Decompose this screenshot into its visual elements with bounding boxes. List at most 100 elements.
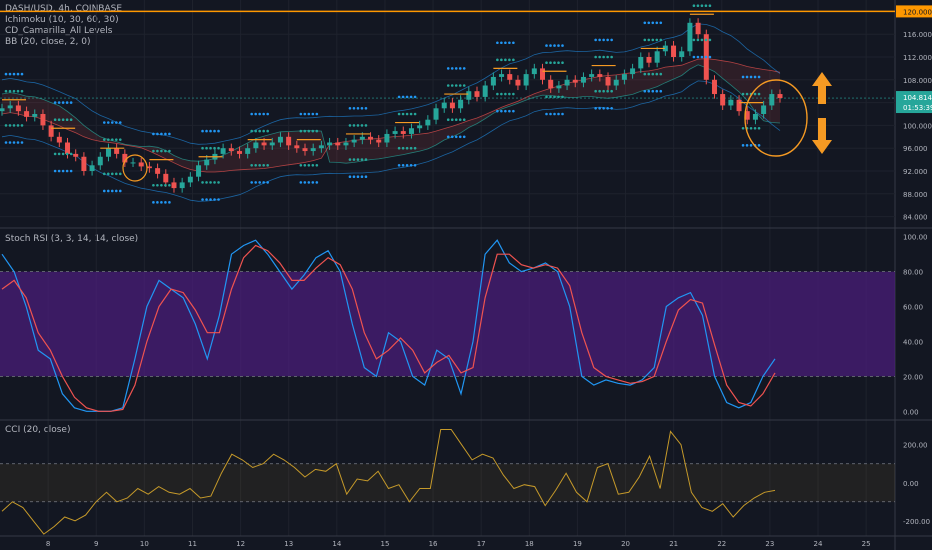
candle-body: [449, 102, 455, 109]
cci-title: CCI (20, close): [5, 425, 71, 435]
camarilla-dot: [57, 152, 61, 156]
camarilla-dot: [500, 58, 503, 62]
camarilla-dot: [69, 101, 73, 104]
candle-body: [48, 125, 54, 137]
camarilla-dot: [258, 164, 261, 167]
camarilla-dot: [458, 84, 462, 87]
camarilla-dot: [53, 152, 57, 156]
camarilla-dot: [512, 109, 515, 113]
x-tick-label: 25: [862, 540, 871, 548]
camarilla-dot: [205, 198, 208, 201]
candle-body: [761, 105, 767, 114]
camarilla-dot: [610, 89, 613, 93]
camarilla-dot: [508, 92, 511, 96]
price-tick-label: 96.000: [903, 145, 928, 153]
camarilla-dot: [397, 95, 401, 99]
camarilla-dot: [262, 112, 265, 116]
camarilla-dot: [217, 181, 220, 184]
camarilla-dot: [594, 89, 597, 93]
stoch-rsi-title: Stoch RSI (3, 3, 14, 14, close): [5, 234, 139, 244]
camarilla-dot: [561, 44, 564, 47]
candle-body: [777, 94, 783, 99]
camarilla-dot: [250, 164, 253, 167]
indicator-camarilla: CD_Camarilla_All Levels: [5, 26, 113, 36]
camarilla-dot: [610, 107, 613, 110]
camarilla-dot: [753, 75, 757, 79]
camarilla-dot: [315, 129, 319, 133]
candle-body: [163, 173, 169, 183]
camarilla-dot: [307, 112, 311, 116]
camarilla-dot: [258, 181, 261, 184]
cci-legend: CCI (20, close): [5, 425, 70, 436]
camarilla-dot: [53, 101, 57, 104]
camarilla-dot: [401, 112, 405, 116]
stoch-d-line: [1, 244, 776, 412]
bb-lower: [1, 80, 781, 202]
camarilla-dot: [114, 172, 118, 176]
camarilla-dot: [352, 124, 356, 127]
camarilla-dot: [741, 75, 745, 79]
camarilla-dot: [549, 44, 552, 47]
cci-band: [0, 463, 895, 502]
camarilla-dot: [20, 89, 24, 93]
camarilla-dot: [360, 107, 364, 110]
x-tick-label: 21: [669, 540, 678, 548]
camarilla-dot: [364, 107, 368, 110]
camarilla-dot: [12, 141, 16, 144]
camarilla-dot: [594, 55, 597, 59]
camarilla-dot: [352, 107, 356, 110]
candle-body: [515, 79, 521, 86]
camarilla-dot: [118, 172, 122, 176]
camarilla-dot: [704, 38, 708, 42]
camarilla-dot: [598, 89, 601, 93]
camarilla-dot: [454, 118, 458, 121]
camarilla-dot: [311, 129, 315, 133]
camarilla-dot: [69, 118, 73, 121]
candle-body: [105, 148, 111, 157]
camarilla-dot: [561, 112, 564, 116]
candle-body: [531, 68, 537, 75]
candle-body: [540, 68, 546, 80]
camarilla-dot: [164, 201, 167, 204]
camarilla-dot: [315, 112, 319, 116]
camarilla-dot: [114, 189, 118, 193]
camarilla-dot: [8, 89, 12, 93]
candle-body: [744, 111, 750, 120]
camarilla-dot: [700, 4, 704, 7]
camarilla-dot: [708, 4, 712, 7]
camarilla-dot: [303, 129, 307, 133]
camarilla-dot: [4, 141, 8, 144]
bb-upper: [1, 23, 781, 145]
camarilla-dot: [647, 38, 651, 42]
price-tick-label: 100.000: [903, 122, 932, 130]
candle-body: [490, 76, 496, 86]
camarilla-dot: [160, 132, 163, 136]
camarilla-dot: [413, 112, 417, 116]
candle-body: [482, 85, 488, 97]
candle-body: [433, 108, 439, 120]
x-tick-label: 20: [621, 540, 630, 548]
camarilla-dot: [504, 58, 507, 62]
camarilla-dot: [102, 121, 106, 124]
camarilla-dot: [606, 38, 609, 42]
camarilla-dot: [610, 38, 613, 42]
camarilla-dot: [201, 181, 204, 184]
camarilla-dot: [102, 138, 106, 141]
camarilla-dot: [164, 132, 167, 136]
camarilla-dot: [307, 164, 311, 167]
x-tick-label: 12: [236, 540, 245, 548]
x-tick-label: 13: [284, 540, 293, 548]
camarilla-dot: [692, 38, 696, 42]
camarilla-dot: [557, 44, 560, 47]
camarilla-dot: [57, 118, 61, 121]
resistance-badge: [896, 5, 932, 18]
camarilla-dot: [462, 135, 466, 139]
camarilla-dot: [749, 75, 753, 79]
camarilla-dot: [57, 169, 61, 173]
camarilla-dot: [152, 201, 155, 204]
camarilla-dot: [65, 152, 69, 156]
camarilla-dot: [69, 169, 73, 173]
camarilla-dot: [164, 149, 167, 153]
stoch-tick-label: 20.00: [903, 373, 923, 381]
